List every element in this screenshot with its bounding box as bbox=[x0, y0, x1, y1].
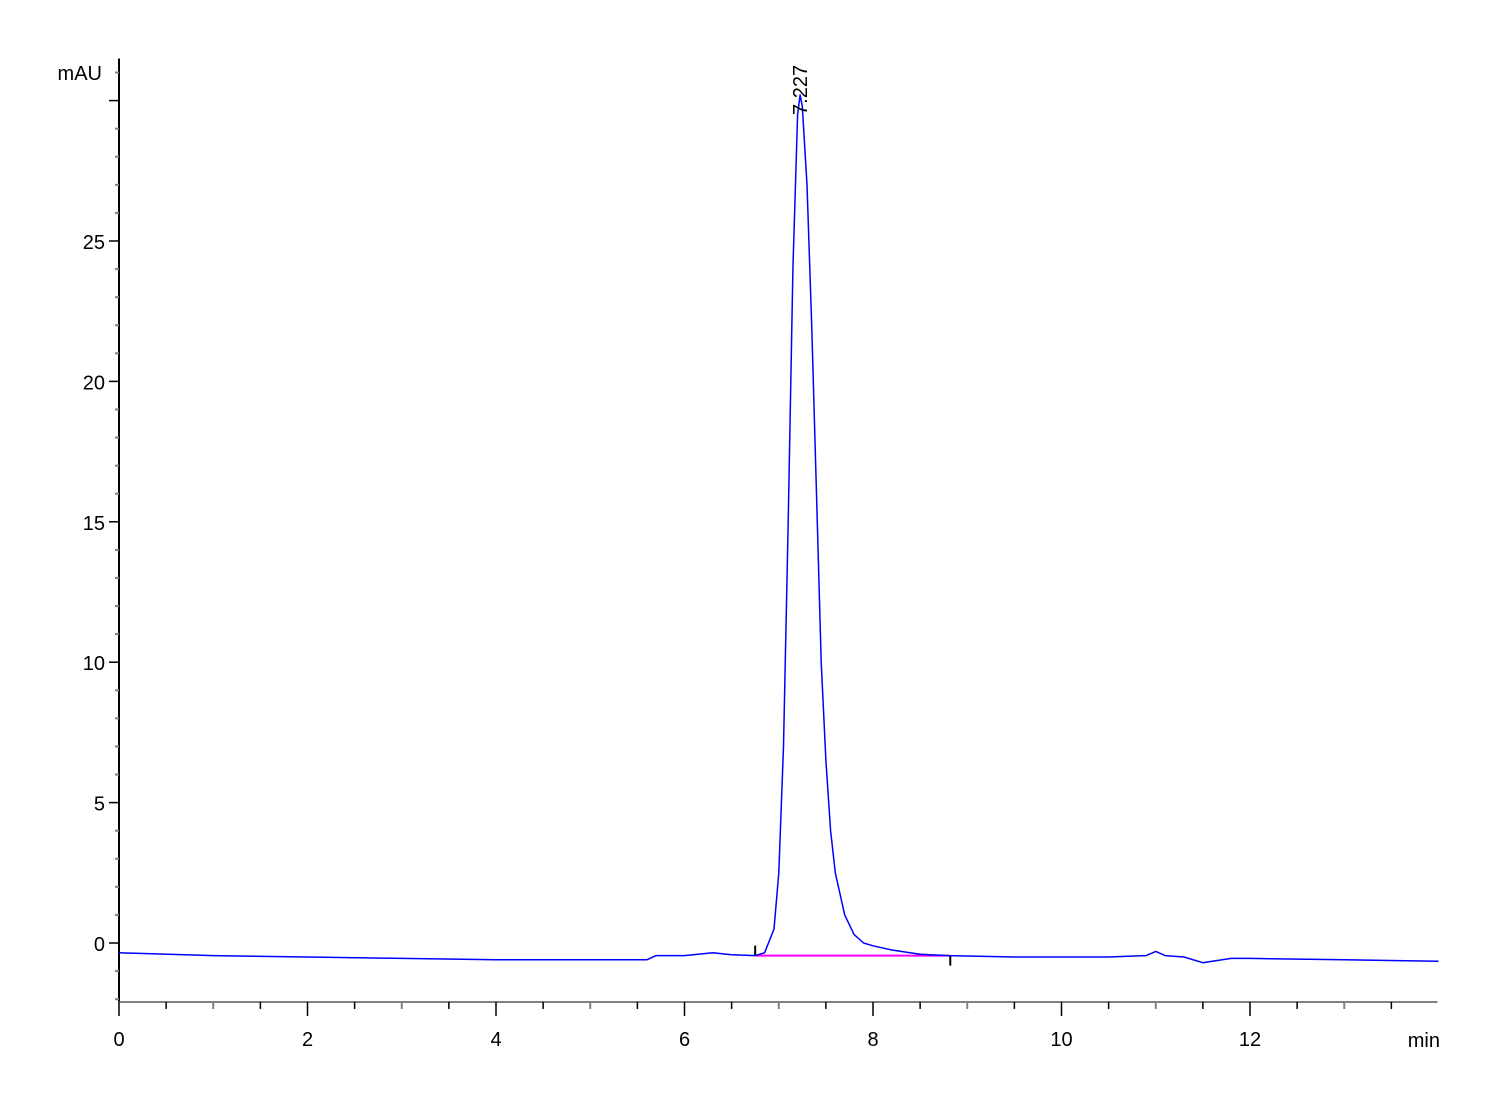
y-tick-label: 25 bbox=[83, 232, 105, 254]
y-tick-label: 5 bbox=[94, 794, 105, 816]
chromatogram-trace bbox=[118, 94, 1439, 964]
plot-area: 7.227 bbox=[118, 65, 1439, 966]
x-tick-label: 2 bbox=[302, 1029, 313, 1051]
y-tick-label: 20 bbox=[83, 372, 105, 394]
y-tick-label: 0 bbox=[94, 934, 105, 956]
x-tick-label: 0 bbox=[113, 1029, 124, 1051]
peak-retention-time-label: 7.227 bbox=[790, 65, 812, 115]
axes: 0 5 10 15 20 25 0 2 4 6 8 10 12 bbox=[83, 58, 1438, 1051]
x-tick-label: 10 bbox=[1050, 1029, 1072, 1051]
y-axis-label: mAU bbox=[58, 63, 102, 85]
x-tick-label: 4 bbox=[490, 1029, 501, 1051]
x-tick-label: 6 bbox=[679, 1029, 690, 1051]
y-tick-label: 15 bbox=[83, 513, 105, 535]
x-axis-label: min bbox=[1408, 1030, 1440, 1052]
x-tick-label: 12 bbox=[1239, 1029, 1261, 1051]
x-tick-label: 8 bbox=[867, 1029, 878, 1051]
y-tick-label: 10 bbox=[83, 653, 105, 675]
